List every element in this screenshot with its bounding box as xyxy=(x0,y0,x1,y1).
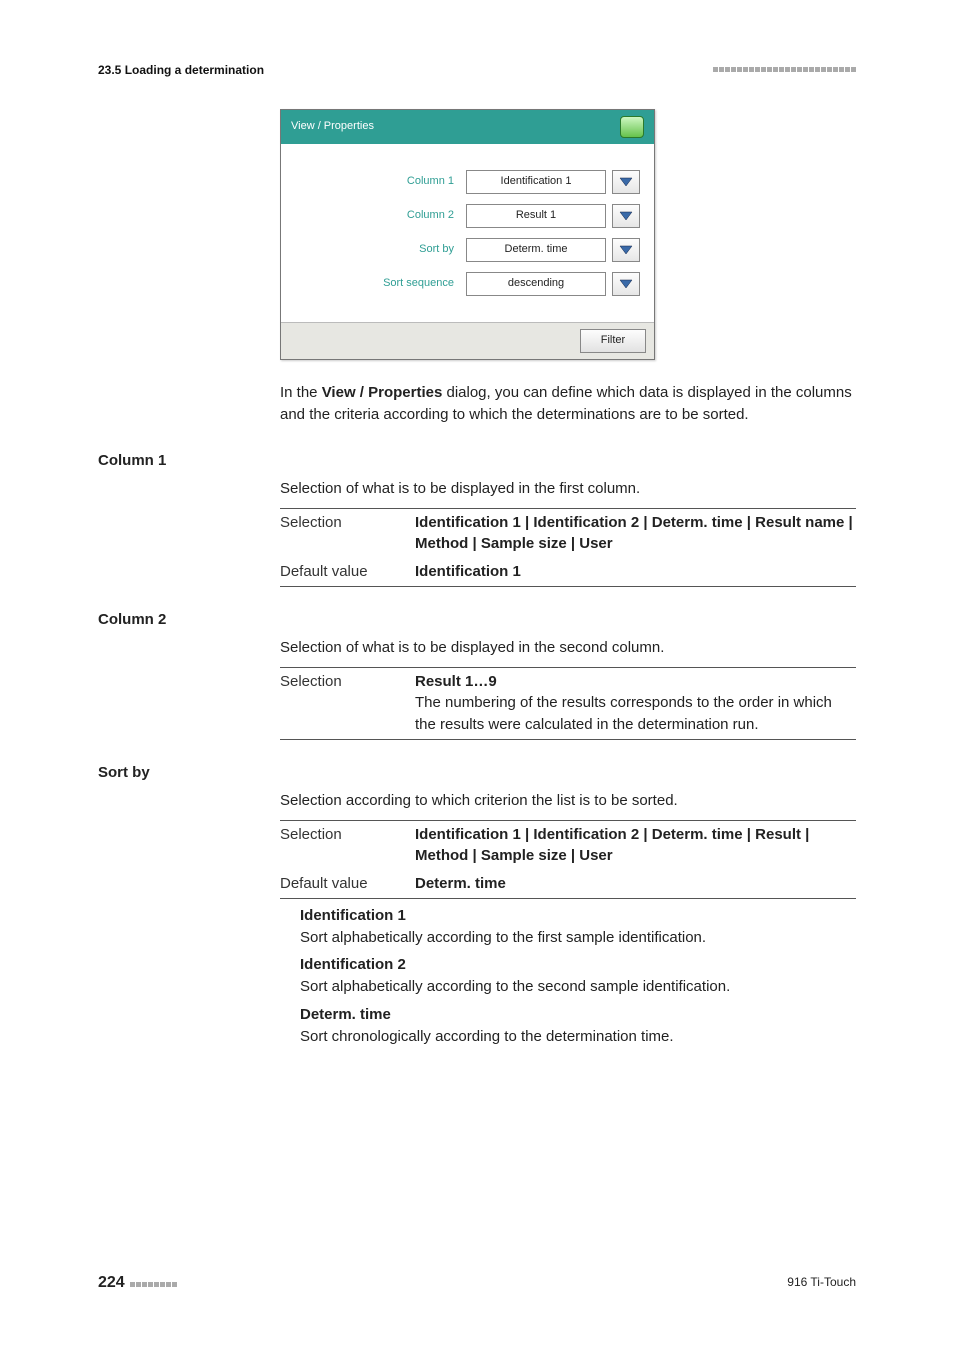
chevron-down-icon[interactable] xyxy=(612,170,640,194)
chevron-down-icon[interactable] xyxy=(612,204,640,228)
dialog-field-value[interactable]: Determ. time xyxy=(466,238,606,262)
dialog-field-label: Sort sequence xyxy=(339,276,454,292)
home-icon[interactable] xyxy=(620,116,644,138)
table-cell-value: Identification 1 xyxy=(415,558,856,586)
section-heading: Column 2 xyxy=(98,609,166,631)
chevron-down-icon[interactable] xyxy=(612,272,640,296)
section-heading: Column 1 xyxy=(98,450,166,472)
page-number: 224 xyxy=(98,1271,177,1294)
table-cell-value: Identification 1 | Identification 2 | De… xyxy=(415,820,856,870)
section-heading: Sort by xyxy=(98,762,150,784)
table-cell-key: Default value xyxy=(280,558,415,586)
option-term: Identification 2 xyxy=(300,954,856,976)
filter-button[interactable]: Filter xyxy=(580,329,646,353)
table-cell-key: Selection xyxy=(280,667,415,739)
option-term: Identification 1 xyxy=(300,905,856,927)
table-cell-value: Identification 1 | Identification 2 | De… xyxy=(415,508,856,558)
dialog-field-label: Sort by xyxy=(339,242,454,258)
option-term: Determ. time xyxy=(300,1004,856,1026)
view-properties-dialog: View / Properties Column 1 Identification… xyxy=(280,109,655,360)
dialog-title: View / Properties xyxy=(291,119,374,135)
header-decor xyxy=(712,63,856,78)
dialog-field-value[interactable]: descending xyxy=(466,272,606,296)
dialog-field-label: Column 1 xyxy=(339,174,454,190)
option-desc: Sort alphabetically according to the fir… xyxy=(300,927,856,949)
intro-paragraph: In the View / Properties dialog, you can… xyxy=(280,382,856,426)
dialog-row: Sort by Determ. time xyxy=(295,238,640,262)
dialog-field-value[interactable]: Result 1 xyxy=(466,204,606,228)
table-cell-key: Selection xyxy=(280,508,415,558)
parameter-table: SelectionIdentification 1 | Identificati… xyxy=(280,820,856,899)
option-desc: Sort alphabetically according to the sec… xyxy=(300,976,856,998)
dialog-field-label: Column 2 xyxy=(339,208,454,224)
parameter-table: SelectionIdentification 1 | Identificati… xyxy=(280,508,856,587)
dialog-field-value[interactable]: Identification 1 xyxy=(466,170,606,194)
option-definitions: Identification 1Sort alphabetically acco… xyxy=(280,905,856,1048)
table-cell-value: Result 1…9The numbering of the results c… xyxy=(415,667,856,739)
dialog-row: Column 1 Identification 1 xyxy=(295,170,640,194)
section-description: Selection according to which criterion t… xyxy=(280,762,856,812)
section-description: Selection of what is to be displayed in … xyxy=(280,609,856,659)
chevron-down-icon[interactable] xyxy=(612,238,640,262)
table-cell-key: Selection xyxy=(280,820,415,870)
option-desc: Sort chronologically according to the de… xyxy=(300,1026,856,1048)
dialog-row: Sort sequence descending xyxy=(295,272,640,296)
product-name: 916 Ti-Touch xyxy=(787,1274,856,1291)
dialog-titlebar: View / Properties xyxy=(281,110,654,144)
breadcrumb: 23.5 Loading a determination xyxy=(98,62,264,79)
section-description: Selection of what is to be displayed in … xyxy=(280,450,856,500)
dialog-row: Column 2 Result 1 xyxy=(295,204,640,228)
table-cell-key: Default value xyxy=(280,870,415,898)
table-cell-value: Determ. time xyxy=(415,870,856,898)
parameter-table: SelectionResult 1…9The numbering of the … xyxy=(280,667,856,740)
